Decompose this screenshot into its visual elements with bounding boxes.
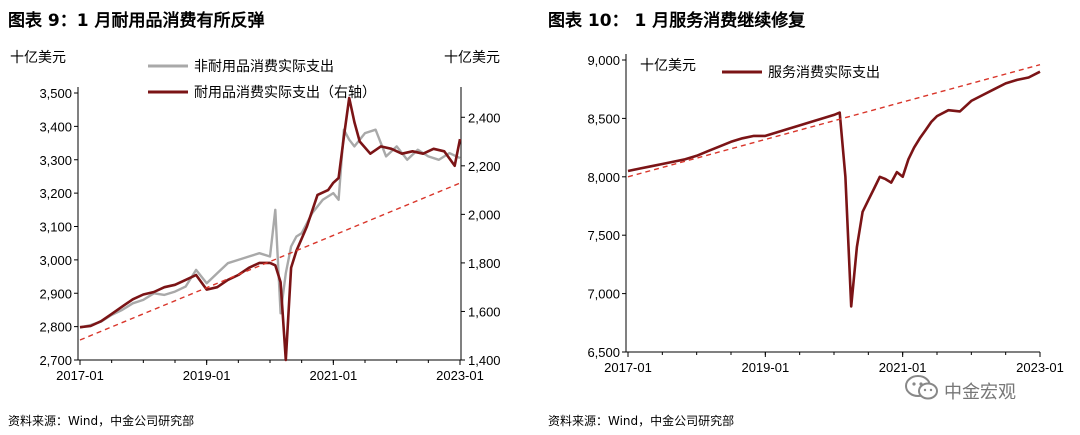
- right-chart-title: 图表 10： 1 月服务消费继续修复: [548, 11, 806, 31]
- left-chart-y2-tick-label: 1,400: [468, 353, 501, 368]
- right-chart-x-tick-label: 2021-01: [879, 360, 927, 375]
- left-chart-series-line-1: [79, 96, 462, 362]
- right-chart-y-tick-label: 9,000: [587, 53, 620, 68]
- right-chart: 6,500 7,000 7,500 8,000 8,500 9,000 2017-01 201…: [587, 53, 1064, 375]
- wechat-logo-icon: [905, 375, 938, 400]
- left-chart-legend-label-1: 耐用品消费实际支出（右轴）: [194, 85, 376, 101]
- left-chart-y2-tick-label: 2,000: [468, 207, 501, 222]
- left-chart-y2-tick-label: 1,600: [468, 304, 501, 319]
- right-chart-source: 资料来源：Wind，中金公司研究部: [548, 414, 735, 428]
- left-chart-y-tick-label: 2,900: [39, 286, 72, 301]
- right-chart-x-tick-label: 2017-01: [604, 360, 652, 375]
- left-chart-title: 图表 9：1 月耐用品消费有所反弹: [8, 11, 265, 31]
- right-chart-legend-label-0: 服务消费实际支出: [768, 65, 880, 81]
- left-chart-source: 资料来源：Wind，中金公司研究部: [8, 414, 195, 428]
- right-chart-x-tick-label: 2019-01: [741, 360, 789, 375]
- right-chart-trend-line: [627, 64, 1041, 178]
- left-chart-y-tick-label: 3,200: [39, 186, 72, 201]
- left-chart-y2-tick-label: 1,800: [468, 256, 501, 271]
- watermark-text: 中金宏观: [944, 382, 1016, 403]
- left-chart-y2-tick-label: 2,200: [468, 159, 501, 174]
- right-chart-panel: 图表 10： 1 月服务消费继续修复 6,500 7,000 7,500 8,000 8…: [540, 0, 1080, 435]
- left-chart-y-tick-label: 3,100: [39, 220, 72, 235]
- left-chart-y2-tick-label: 2,400: [468, 110, 501, 125]
- left-chart-y-tick-label: 3,300: [39, 153, 72, 168]
- left-chart-panel: 图表 9：1 月耐用品消费有所反弹 2,700 2,800 2,900 3,000 3,…: [8, 11, 501, 428]
- right-chart-y-unit-label: 十亿美元: [640, 58, 696, 74]
- left-chart-y-tick-label: 2,800: [39, 320, 72, 335]
- right-chart-y-tick-label: 6,500: [587, 345, 620, 360]
- left-chart-series-line-0: [79, 128, 461, 329]
- left-chart: 2,700 2,800 2,900 3,000 3,100 3,200 3,300 3,400…: [10, 50, 501, 383]
- right-chart-y-tick-label: 8,500: [587, 111, 620, 126]
- left-chart-legend-label-0: 非耐用品消费实际支出: [194, 59, 334, 75]
- left-chart-y-unit-label: 十亿美元: [10, 50, 66, 66]
- left-chart-y-tick-label: 3,500: [39, 86, 72, 101]
- left-chart-y-tick-label: 3,400: [39, 119, 72, 134]
- left-chart-trend-line: [79, 182, 461, 341]
- left-chart-y-tick-label: 2,700: [39, 353, 72, 368]
- left-chart-x-tick-label: 2019-01: [183, 368, 231, 383]
- left-chart-y2-unit-label: 十亿美元: [444, 50, 500, 66]
- right-chart-y-tick-label: 7,500: [587, 228, 620, 243]
- left-chart-x-tick-label: 2023-01: [436, 368, 484, 383]
- left-chart-y-tick-label: 3,000: [39, 253, 72, 268]
- left-chart-x-tick-label: 2021-01: [309, 368, 357, 383]
- left-chart-x-tick-label: 2017-01: [56, 368, 104, 383]
- right-chart-y-tick-label: 7,000: [587, 287, 620, 302]
- right-chart-x-tick-label: 2023-01: [1016, 360, 1064, 375]
- right-chart-y-tick-label: 8,000: [587, 170, 620, 185]
- right-chart-series-line-0: [627, 70, 1041, 308]
